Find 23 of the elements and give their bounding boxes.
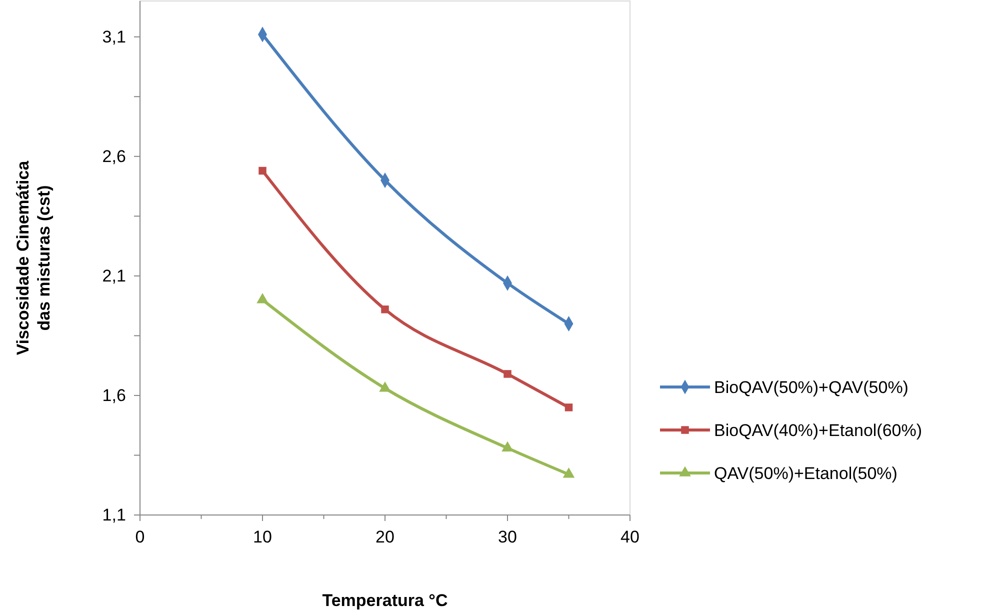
x-tick-label: 0 bbox=[135, 528, 145, 547]
point bbox=[379, 381, 391, 392]
x-axis-title: Temperatura °C bbox=[322, 591, 448, 610]
y-tick-label: 2,1 bbox=[102, 266, 126, 286]
y-axis-title: Viscosidade Cinemática das misturas (cst) bbox=[13, 160, 54, 356]
x-tick-label: 10 bbox=[253, 528, 272, 547]
legend-label: BioQAV(50%)+QAV(50%) bbox=[714, 378, 908, 397]
x-tick-label: 30 bbox=[498, 528, 517, 547]
y-tick-label: 1,6 bbox=[102, 386, 126, 405]
point bbox=[564, 404, 573, 412]
legend-label: QAV(50%)+Etanol(50%) bbox=[714, 464, 898, 483]
x-tick-label: 20 bbox=[376, 528, 394, 547]
point bbox=[381, 306, 389, 314]
y-tick-label: 1,1 bbox=[102, 505, 126, 524]
point bbox=[504, 370, 512, 378]
legend-label: BioQAV(40%)+Etanol(60%) bbox=[714, 421, 922, 440]
point bbox=[258, 166, 266, 175]
y-tick-label: 2,6 bbox=[102, 146, 126, 166]
x-tick-label: 40 bbox=[620, 528, 640, 547]
y-tick-label: 3,1 bbox=[102, 27, 126, 46]
point bbox=[562, 468, 575, 478]
point bbox=[256, 293, 268, 304]
point bbox=[502, 441, 514, 452]
